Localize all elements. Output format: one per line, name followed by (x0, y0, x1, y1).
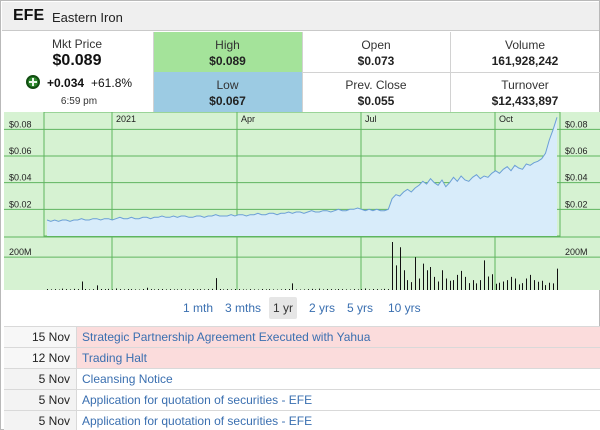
news-row[interactable]: 5 Nov Cleansing Notice (4, 369, 600, 390)
news-date: 12 Nov (4, 348, 77, 368)
news-row[interactable]: 12 Nov Trading Halt (4, 348, 600, 369)
prev-close-label: Prev. Close (345, 78, 407, 92)
low-value: $0.067 (209, 94, 246, 108)
low-label: Low (216, 78, 239, 92)
y-tick-label-right: $0.04 (565, 173, 588, 183)
announcements-list: 15 Nov Strategic Partnership Agreement Ex… (4, 327, 600, 430)
news-row[interactable]: 15 Nov Strategic Partnership Agreement Ex… (4, 327, 600, 348)
y-tick-label-left: $0.06 (9, 146, 32, 156)
turnover-cell: Turnover $12,433,897 (450, 72, 600, 112)
price-chart-svg: $0.08 $0.08 $0.06 $0.06 $0.04 $0.04 $0.02 $0.02… (4, 112, 600, 290)
y-tick-label-right: $0.08 (565, 119, 588, 129)
high-value: $0.089 (209, 54, 246, 68)
price-up-icon (26, 75, 40, 89)
stock-header: EFE Eastern Iron (2, 2, 599, 31)
x-tick-label: Apr (241, 114, 255, 124)
y-tick-label-left: $0.02 (9, 199, 32, 209)
news-date: 5 Nov (4, 411, 77, 430)
quote-time: 6:59 pm (60, 96, 98, 107)
low-cell: Low $0.067 (153, 72, 302, 112)
high-label: High (215, 38, 240, 52)
news-title-link[interactable]: Application for quotation of securities … (82, 393, 313, 407)
turnover-label: Turnover (501, 78, 549, 92)
news-title-link[interactable]: Trading Halt (82, 351, 147, 365)
mkt-price-label: Mkt Price (51, 37, 102, 51)
price-chart[interactable]: $0.08 $0.08 $0.06 $0.06 $0.04 $0.04 $0.02 $0.02… (4, 112, 600, 290)
high-cell: High $0.089 (153, 32, 302, 72)
news-title-link[interactable]: Application for quotation of securities … (82, 414, 313, 428)
volume-value: 161,928,242 (491, 54, 559, 68)
x-tick-label: Oct (499, 114, 514, 124)
news-row[interactable]: 5 Nov Application for quotation of securi… (4, 411, 600, 430)
range-tab[interactable]: 10 yrs (388, 301, 421, 315)
price-line (46, 117, 558, 222)
y-tick-label-right: $0.02 (565, 199, 588, 209)
volume-tick-label-right: 200M (565, 247, 588, 257)
range-tab[interactable]: 2 yrs (309, 301, 336, 315)
news-date: 5 Nov (4, 369, 77, 389)
news-date: 5 Nov (4, 390, 77, 410)
volume-label: Volume (504, 38, 546, 52)
stock-code: EFE (13, 7, 45, 24)
price-area-fill (47, 117, 557, 236)
range-tab[interactable]: 3 mths (225, 301, 262, 315)
price-change: +0.034 (47, 76, 85, 90)
news-row[interactable]: 5 Nov Application for quotation of securi… (4, 390, 600, 411)
range-selector: 1 mth 3 mths 1 yr 2 yrs 5 yrs 10 yrs (1, 297, 600, 319)
volume-cell: Volume 161,928,242 (450, 32, 600, 72)
y-tick-label-right: $0.06 (565, 146, 588, 156)
price-change-percent: +61.8% (91, 76, 133, 90)
prev-close-cell: Prev. Close $0.055 (302, 72, 450, 112)
turnover-value: $12,433,897 (491, 94, 559, 108)
company-name: Eastern Iron (52, 10, 123, 25)
news-title-link[interactable]: Cleansing Notice (82, 372, 173, 386)
open-cell: Open $0.073 (302, 32, 450, 72)
y-tick-label-left: $0.08 (9, 119, 32, 129)
news-date: 15 Nov (4, 327, 77, 347)
mkt-price-value: $0.089 (52, 52, 102, 69)
y-tick-label-left: $0.04 (9, 173, 32, 183)
divider (153, 32, 154, 112)
prev-close-value: $0.055 (357, 94, 395, 108)
x-tick-label: Jul (365, 114, 377, 124)
divider (302, 72, 600, 73)
divider (4, 326, 600, 327)
x-tick-label: 2021 (116, 114, 136, 124)
open-label: Open (361, 38, 391, 52)
range-tab[interactable]: 5 yrs (347, 301, 374, 315)
volume-tick-label-left: 200M (9, 247, 32, 257)
news-title-link[interactable]: Strategic Partnership Agreement Executed… (82, 330, 371, 344)
range-tab[interactable]: 1 mth (183, 301, 214, 315)
range-tab[interactable]: 1 yr (269, 297, 298, 319)
open-value: $0.073 (357, 54, 395, 68)
